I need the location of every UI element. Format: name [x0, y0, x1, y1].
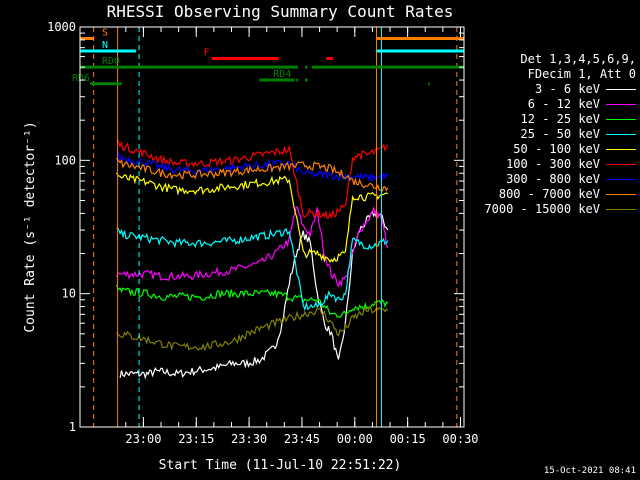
y-tick-label-1: 10 — [62, 287, 76, 301]
y-tick-label-3: 1000 — [47, 20, 76, 34]
flag-label-rd4: RD4 — [273, 69, 291, 80]
y-tick-label-0: 1 — [69, 420, 76, 434]
legend-entry-6: 300 - 800 keV — [484, 172, 636, 187]
x-axis-label: Start Time (11-Jul-10 22:51:22) — [159, 458, 402, 473]
series-line-2 — [115, 284, 389, 319]
legend-label-1: 6 - 12 keV — [527, 97, 600, 111]
flag-label-n: N — [102, 40, 108, 51]
x-tick-label-3: 23:45 — [284, 432, 320, 446]
legend-entry-8: 7000 - 15000 keV — [484, 202, 636, 217]
plot-frame — [79, 26, 465, 428]
legend-header-line2: FDecim 1, Att 0 — [527, 67, 636, 81]
legend-entry-4: 50 - 100 keV — [484, 142, 636, 157]
legend-entry-3: 25 - 50 keV — [484, 127, 636, 142]
flag-label-f: F — [204, 48, 210, 59]
plot-area: SN F RD0 RD4 RD6 23:00 23:15 23:30 23:45 00:00 00:… — [47, 20, 478, 446]
flag-label-s: S — [102, 27, 108, 38]
legend-swatch-7 — [606, 194, 636, 195]
legend-label-5: 100 - 300 keV — [506, 157, 600, 171]
series-line-6 — [115, 151, 389, 183]
x-tick-label-4: 00:00 — [337, 432, 373, 446]
legend-swatch-5 — [606, 164, 636, 165]
legend-swatch-4 — [606, 149, 636, 150]
series-line-3 — [116, 227, 389, 312]
legend-header-line1: Det 1,3,4,5,6,9, — [520, 52, 636, 66]
legend-label-7: 800 - 7000 keV — [498, 187, 600, 201]
legend-entry-1: 6 - 12 keV — [484, 97, 636, 112]
series-line-4 — [115, 172, 389, 263]
legend-entry-7: 800 - 7000 keV — [484, 187, 636, 202]
legend-label-2: 12 - 25 keV — [520, 112, 600, 126]
x-tick-label-5: 00:15 — [390, 432, 426, 446]
x-tick-label-0: 23:00 — [125, 432, 161, 446]
x-tick-label-6: 00:30 — [442, 432, 478, 446]
legend-swatch-6 — [606, 179, 636, 180]
legend-label-3: 25 - 50 keV — [520, 127, 600, 141]
y-axis-label: Count Rate (s⁻¹ detector⁻¹) — [23, 121, 38, 332]
footer-date: 15-Oct-2021 08:41 — [543, 466, 636, 476]
legend-label-4: 50 - 100 keV — [513, 142, 600, 156]
legend-swatch-8 — [606, 209, 636, 210]
series-line-7 — [116, 157, 389, 192]
legend-label-8: 7000 - 15000 keV — [484, 202, 600, 216]
legend-swatch-2 — [606, 119, 636, 120]
series-line-8 — [116, 305, 389, 352]
legend: Det 1,3,4,5,6,9, FDecim 1, Att 0 3 - 6 k… — [484, 52, 636, 217]
series-line-1 — [115, 206, 389, 288]
legend-label-6: 300 - 800 keV — [506, 172, 600, 186]
y-tick-label-2: 100 — [54, 153, 76, 167]
legend-swatch-0 — [606, 89, 636, 90]
legend-label-0: 3 - 6 keV — [534, 82, 600, 96]
x-tick-label-2: 23:30 — [231, 432, 267, 446]
series-line-5 — [116, 140, 389, 220]
chart-title: RHESSI Observing Summary Count Rates — [107, 2, 454, 21]
legend-entry-5: 100 - 300 keV — [484, 157, 636, 172]
x-tick-label-1: 23:15 — [178, 432, 214, 446]
legend-swatch-3 — [606, 134, 636, 135]
legend-swatch-1 — [606, 104, 636, 105]
legend-entry-0: 3 - 6 keV — [484, 82, 636, 97]
flag-label-rd6: RD6 — [72, 73, 90, 84]
flag-label-rd0: RD0 — [102, 56, 120, 67]
legend-entry-2: 12 - 25 keV — [484, 112, 636, 127]
